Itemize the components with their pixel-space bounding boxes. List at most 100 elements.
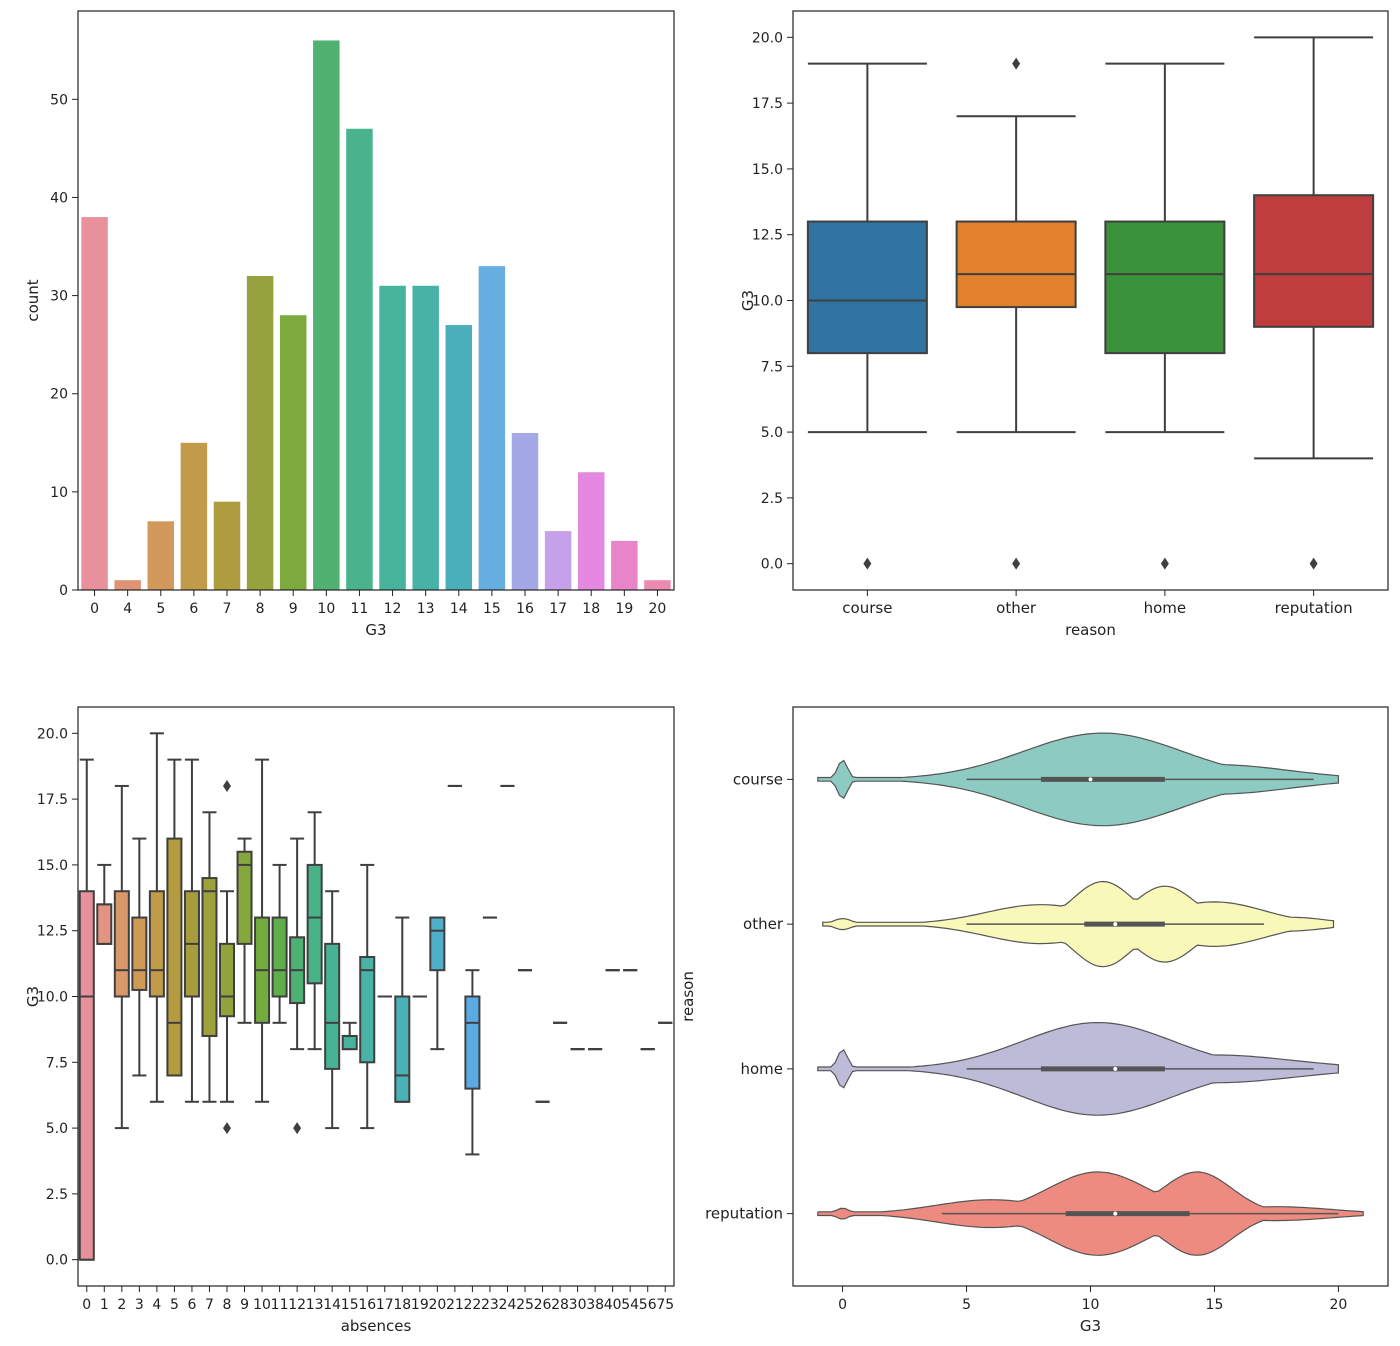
x-tick-label: course: [842, 599, 892, 617]
y-tick-label: 5.0: [46, 1121, 68, 1137]
box: [218, 942, 236, 1018]
violin-iqr-box: [1065, 1211, 1190, 1217]
x-tick-label: 20: [428, 1297, 446, 1313]
x-tick-label: 17: [549, 601, 567, 617]
x-tick-label: 4: [123, 601, 132, 617]
x-tick-label: 0: [838, 1297, 847, 1313]
x-tick-label: 11: [351, 601, 369, 617]
x-tick-label: 26: [534, 1297, 552, 1313]
chart-g3-by-absences: 0.02.55.07.510.012.515.017.520.00 1 2 3 4 5 6 7…: [24, 706, 675, 1335]
x-tick-label: 6: [187, 1297, 196, 1313]
x-tick-label: 8: [223, 1297, 232, 1313]
chart-reason-violin: course other home reputation 0 5 10 15 20 G3 reaso…: [679, 706, 1389, 1335]
bar: [81, 217, 108, 590]
axes-frame: [77, 10, 675, 591]
y-axis-label: G3: [24, 986, 42, 1007]
x-tick-label: 5: [962, 1297, 971, 1313]
y-tick-label: 2.5: [46, 1187, 68, 1203]
x-tick-label: 3: [135, 1297, 144, 1313]
x-tick-label: 20: [649, 601, 667, 617]
y-tick-label: 17.5: [37, 792, 68, 808]
x-tick-label: 24: [499, 1297, 517, 1313]
x-tick-label: 56: [639, 1297, 657, 1313]
x-tick-label: 19: [411, 1297, 429, 1313]
y-tick-label: 2.5: [761, 491, 783, 507]
x-tick-label: 40: [604, 1297, 622, 1313]
x-tick-label: 30: [569, 1297, 587, 1313]
chart-g3-count: 0 10 20 30 40 50 0 4 5 6 7 8 9 10 11 12 13 14 15 16 17 18 19 20…: [24, 10, 675, 639]
bar: [147, 521, 175, 590]
bar: [445, 325, 473, 590]
y-tick-label: 12.5: [752, 228, 783, 244]
x-tick-label: 1: [100, 1297, 109, 1313]
x-tick-label: 5: [170, 1297, 179, 1313]
x-tick-label: 15: [483, 601, 501, 617]
x-tick-label: 75: [656, 1297, 674, 1313]
y-tick-label: 15.0: [37, 858, 68, 874]
violin-median: [1113, 1066, 1118, 1071]
x-tick-label: 21: [446, 1297, 464, 1313]
x-tick-label: 20: [1330, 1297, 1348, 1313]
y-tick-label: 20: [50, 387, 68, 403]
x-tick-label: 28: [551, 1297, 569, 1313]
x-axis-label: reason: [1065, 621, 1116, 639]
bar: [114, 580, 141, 590]
y-tick-label: 5.0: [761, 425, 783, 441]
box: [429, 916, 446, 972]
bar: [577, 472, 605, 590]
y-axis-label: reason: [679, 971, 697, 1022]
y-tick-label: 7.5: [46, 1055, 68, 1071]
violin-iqr-box: [1040, 1066, 1165, 1072]
bar: [246, 275, 274, 590]
y-tick-label: reputation: [705, 1205, 783, 1223]
x-tick-label: 13: [417, 601, 435, 617]
x-tick-label: 15: [341, 1297, 359, 1313]
bar: [313, 40, 340, 591]
x-tick-label: 8: [256, 601, 265, 617]
y-axis-label: count: [24, 279, 42, 321]
x-tick-label: other: [996, 599, 1037, 617]
outlier-point: [863, 557, 872, 570]
y-tick-label: 0: [59, 583, 68, 599]
x-tick-label: 13: [306, 1297, 324, 1313]
y-tick-label: 10.0: [37, 990, 68, 1006]
x-tick-label: 16: [516, 601, 534, 617]
violin-median: [1113, 922, 1118, 927]
bar: [511, 432, 539, 590]
x-tick-label: 38: [586, 1297, 604, 1313]
bar: [611, 540, 638, 590]
x-tick-label: 4: [152, 1297, 161, 1313]
x-tick-label: 11: [271, 1297, 289, 1313]
y-tick-label: home: [740, 1060, 783, 1078]
x-tick-label: 7: [205, 1297, 214, 1313]
x-tick-label: 16: [358, 1297, 376, 1313]
x-tick-label: 7: [223, 601, 232, 617]
violin-iqr-box: [1040, 776, 1165, 782]
y-axis-label: G3: [739, 290, 757, 311]
x-tick-label: 12: [288, 1297, 306, 1313]
y-tick-label: 50: [50, 92, 68, 108]
outlier-point: [1012, 57, 1021, 70]
bar: [544, 531, 572, 590]
bar: [213, 501, 241, 590]
box: [806, 220, 928, 355]
y-tick-label: 20.0: [37, 726, 68, 742]
violin-iqr-box: [1084, 921, 1165, 927]
box: [78, 890, 95, 1261]
bar: [279, 315, 307, 590]
x-tick-label: 18: [582, 601, 600, 617]
x-tick-label: 18: [393, 1297, 411, 1313]
box: [394, 995, 411, 1103]
y-tick-label: 10.0: [752, 294, 783, 310]
box: [306, 863, 323, 985]
y-tick-label: 0.0: [46, 1253, 68, 1269]
x-tick-label: 22: [463, 1297, 481, 1313]
y-tick-label: 12.5: [37, 924, 68, 940]
x-tick-label: 54: [621, 1297, 639, 1313]
box: [324, 942, 341, 1070]
box: [131, 916, 148, 991]
box: [96, 903, 113, 945]
box: [1104, 220, 1226, 355]
bar: [412, 285, 439, 590]
